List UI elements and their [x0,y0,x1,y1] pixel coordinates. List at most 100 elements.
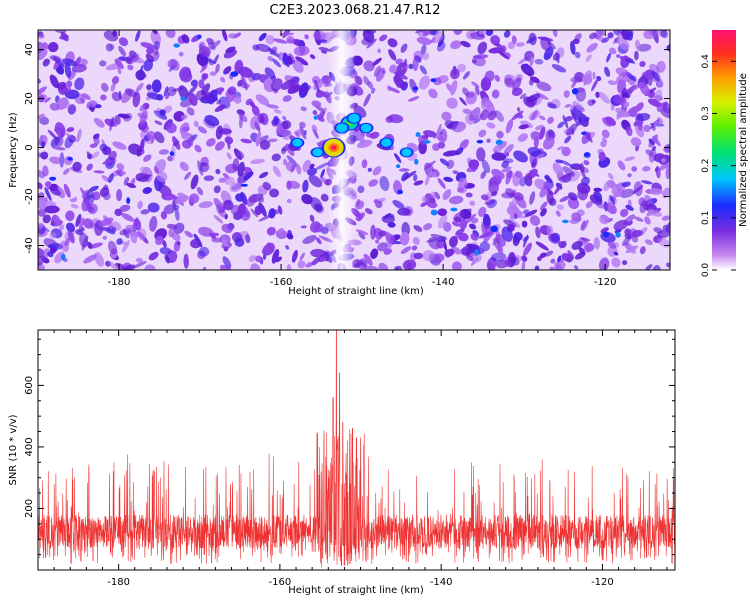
heatmap-cell [63,168,70,175]
heatmap-cell [49,55,62,62]
heatmap-cell [240,191,248,205]
heatmap-cell [102,146,112,156]
heatmap-cell [582,73,593,85]
heatmap-cell [49,187,61,196]
heatmap-cell [611,184,623,198]
heatmap-cell [146,92,162,100]
heatmap-cell [446,97,458,109]
heatmap-cell [299,85,312,93]
heatmap-cell [397,189,403,195]
heatmap-cell [612,34,622,45]
heatmap-cell [561,146,571,157]
heatmap-cell [320,168,326,178]
heatmap-cell [396,164,401,169]
heatmap-cell [108,173,114,183]
heatmap-cell [277,205,283,215]
heatmap-cell [428,88,438,99]
heatmap-cell [313,30,326,41]
heatmap-cell [606,52,612,63]
heatmap-cell [156,171,168,183]
heatmap-cell [101,175,111,183]
heatmap-cell [547,40,556,50]
heatmap-cell [442,189,452,201]
heatmap-cell [86,151,92,159]
heatmap-cell [215,204,227,218]
heatmap-cell [634,50,639,61]
heatmap-cell [523,209,530,215]
heatmap-cell [295,56,309,66]
heatmap-cell [118,46,126,57]
heatmap-cell [393,72,408,80]
heatmap-cell [416,31,425,38]
colorbar: 0.0 0.1 0.2 0.3 0.4 Normalized spectral ampl… [701,30,749,277]
heatmap-cell [273,109,282,114]
heatmap-cell [544,53,551,60]
heatmap-cell [224,136,234,145]
heatmap-cell [429,202,438,209]
heatmap-cell [496,130,504,139]
heatmap-cell [360,258,368,268]
heatmap-cell [143,59,153,72]
heatmap-cell [315,89,324,98]
heatmap-cell [363,60,375,72]
heatmap-cell [306,167,318,176]
heatmap-cell [44,205,60,214]
heatmap-cell [127,64,134,71]
heatmap-cell [539,115,546,121]
heatmap-cell [38,86,47,96]
heatmap-cell [60,240,70,252]
heatmap-cell [47,129,58,140]
heatmap-cell [551,64,567,73]
heatmap-cell [38,93,48,102]
heatmap-cell [266,226,277,236]
heatmap-cell [662,187,670,199]
heatmap-cell [258,197,265,203]
heatmap-cell [437,177,446,189]
heatmap-cell [356,131,366,146]
heatmap-cell [173,43,180,48]
heatmap-cell [190,79,199,87]
heatmap-cell [622,260,628,266]
heatmap-cell [524,209,538,218]
heatmap-cell [480,194,489,201]
heatmap-cell [549,266,556,270]
y-tick-label: -40 [24,237,35,253]
heatmap-cell [287,229,292,236]
heatmap-cell [141,124,150,133]
heatmap-cell [203,175,215,182]
heatmap-cell [470,233,479,241]
heatmap-cell [530,76,540,84]
heatmap-cell [184,171,192,180]
heatmap-cell [197,126,207,134]
heatmap-cell [180,114,188,120]
heatmap-cell [114,58,124,69]
heatmap-cell [112,141,127,150]
heatmap-cell [166,86,177,97]
heatmap-cell [363,75,370,86]
heatmap-cell [209,71,217,76]
heatmap-cell [255,255,262,263]
heatmap-cell [188,92,198,107]
heatmap-cell [400,246,412,254]
heatmap-cell [313,78,325,91]
heatmap-cell [625,84,637,96]
heatmap-cell [237,203,246,216]
heatmap-cell [95,104,102,109]
heatmap-cell [450,80,458,96]
heatmap-cell [651,145,657,152]
heatmap-cell [490,252,507,262]
heatmap-cell [42,214,51,224]
heatmap-cell [574,33,582,41]
heatmap-cell [408,63,414,70]
heatmap-cell [598,257,610,270]
heatmap-cell [617,160,626,171]
heatmap-cell [193,120,199,128]
heatmap-cell [570,40,576,55]
heatmap-cell [593,237,601,250]
heatmap-cell [196,187,204,196]
heatmap-cell [615,67,630,77]
heatmap-cell [406,262,413,269]
heatmap-cell [636,113,651,121]
heatmap-cell [474,249,479,256]
heatmap-cell [544,174,551,180]
